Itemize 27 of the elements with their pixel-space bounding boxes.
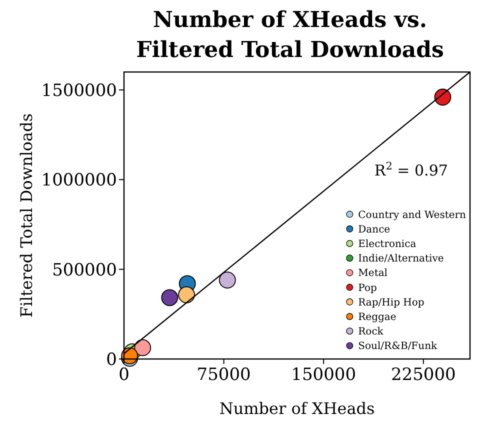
y-axis-title: Filtered Total Downloads: [17, 113, 36, 318]
point: [134, 339, 152, 356]
annotation: R$^{2}$ = 0.97: [374, 160, 448, 180]
x-tick-label: 150000: [291, 365, 356, 385]
legend-label: Dance: [358, 224, 390, 236]
y-tick-label: 500000: [52, 260, 117, 280]
legend-label: Reggae: [358, 312, 396, 323]
point: [178, 286, 195, 304]
y-tick-label: 1000000: [41, 170, 117, 191]
x-tick-label: 75000: [196, 365, 251, 385]
x-axis-title: Number of XHeads: [219, 399, 375, 418]
point: [434, 88, 452, 106]
legend-label: Metal: [358, 268, 388, 280]
y-tick-label: 0: [106, 350, 117, 370]
y-tick-label: 1500000: [41, 80, 117, 101]
legend-label: Electronica: [358, 239, 416, 250]
legend-label: Rock: [358, 326, 384, 338]
legend-label: Pop: [358, 282, 377, 294]
legend-label: Indie/Alternative: [358, 254, 444, 265]
x-tick-label: 0: [118, 365, 130, 385]
point: [161, 289, 178, 306]
legend-label: Country and Western: [358, 210, 467, 221]
chart-title: Number of XHeads vs. Filtered Total Downloads: [136, 7, 444, 63]
x-tick-label: 225000: [390, 365, 456, 385]
legend-label: Rap/Hip Hop: [358, 297, 424, 308]
legend-label: Soul/R&B/Funk: [358, 341, 438, 352]
point: [218, 272, 236, 289]
